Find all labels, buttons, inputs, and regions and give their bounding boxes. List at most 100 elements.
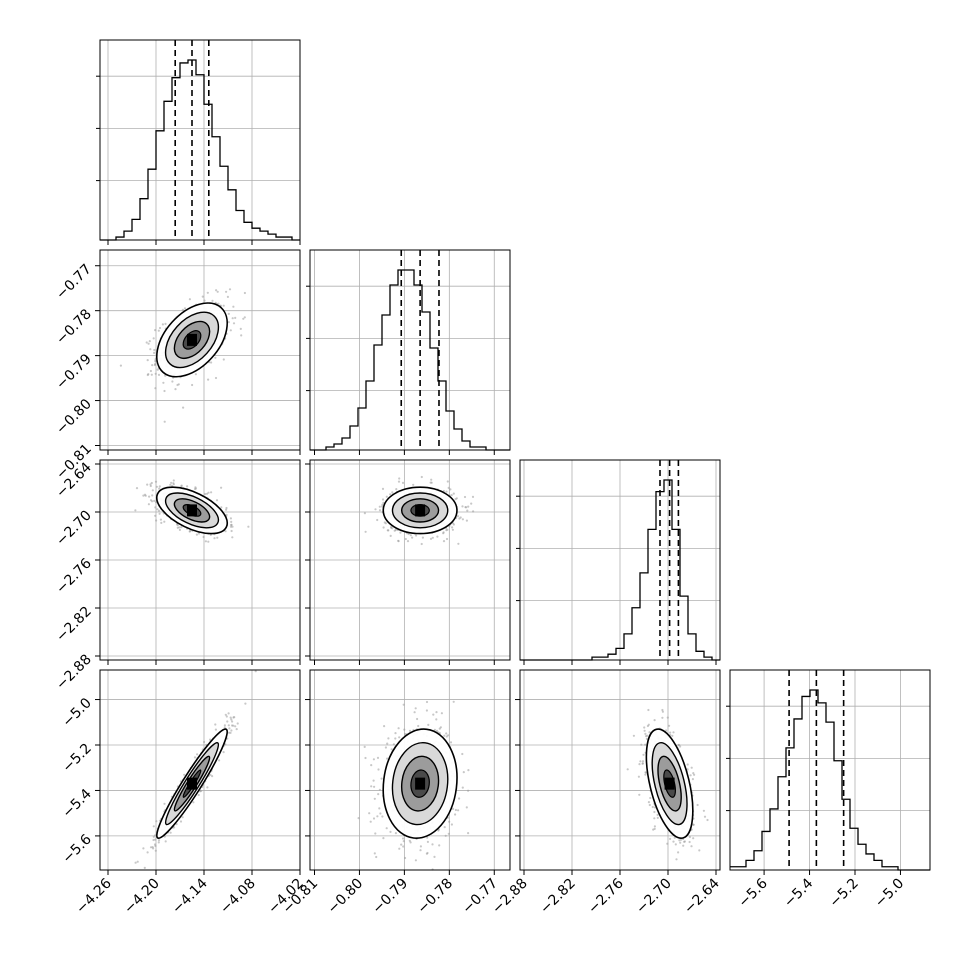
- scatter-point: [416, 717, 419, 721]
- scatter-point: [414, 859, 417, 862]
- scatter-point: [402, 845, 405, 848]
- scatter-point: [176, 383, 179, 387]
- scatter-point: [239, 327, 242, 330]
- scatter-point: [145, 341, 148, 344]
- scatter-point: [157, 373, 161, 376]
- scatter-point: [381, 505, 384, 508]
- scatter-point: [467, 832, 470, 835]
- scatter-point: [147, 342, 150, 345]
- scatter-point: [160, 521, 163, 525]
- scatter-point: [690, 766, 693, 769]
- scatter-point: [677, 744, 680, 747]
- scatter-point: [378, 788, 381, 791]
- panel-2-1: [305, 459, 511, 665]
- scatter-point: [153, 351, 156, 354]
- scatter-point: [638, 763, 641, 766]
- scatter-point: [225, 506, 228, 510]
- scatter-point: [461, 786, 464, 789]
- scatter-point: [451, 526, 454, 529]
- scatter-point: [397, 539, 400, 542]
- scatter-point: [213, 537, 216, 540]
- scatter-point: [230, 718, 233, 721]
- scatter-point: [206, 291, 209, 294]
- scatter-point: [398, 847, 401, 850]
- scatter-point: [387, 529, 390, 532]
- scatter-point: [152, 835, 155, 838]
- scatter-point: [430, 481, 433, 484]
- scatter-point: [373, 785, 376, 788]
- scatter-point: [254, 670, 257, 673]
- scatter-point: [232, 305, 235, 308]
- scatter-point: [653, 817, 656, 820]
- scatter-point: [443, 734, 446, 737]
- scatter-point: [222, 304, 225, 307]
- scatter-point: [163, 520, 166, 523]
- scatter-point: [202, 535, 205, 539]
- scatter-point: [240, 334, 243, 337]
- scatter-point: [235, 728, 238, 731]
- panel-1-1: [306, 249, 511, 455]
- scatter-point: [234, 725, 237, 728]
- scatter-point: [430, 478, 433, 481]
- scatter-point: [154, 849, 157, 852]
- scatter-point: [153, 348, 156, 352]
- scatter-point: [648, 731, 651, 734]
- scatter-point: [431, 843, 434, 846]
- scatter-point: [216, 290, 219, 293]
- scatter-point: [455, 497, 458, 500]
- x-tick-label-1-3: −0.78: [415, 876, 457, 918]
- scatter-point: [142, 494, 145, 497]
- scatter-point: [211, 299, 214, 302]
- scatter-point: [207, 491, 210, 494]
- scatter-point: [645, 737, 649, 741]
- scatter-point: [404, 856, 407, 860]
- scatter-point: [381, 503, 384, 506]
- scatter-point: [220, 486, 223, 489]
- scatter-point: [674, 843, 677, 846]
- scatter-point: [197, 532, 201, 535]
- scatter-point: [397, 480, 401, 483]
- scatter-point: [450, 823, 453, 826]
- histogram-step-3: [730, 689, 930, 871]
- scatter-point: [411, 536, 414, 539]
- scatter-point: [394, 832, 397, 835]
- y-tick-label-3-1: −5.4: [59, 786, 94, 821]
- scatter-point: [158, 485, 161, 488]
- scatter-point: [382, 526, 385, 529]
- scatter-point: [374, 832, 377, 835]
- scatter-point: [209, 738, 212, 741]
- scatter-point: [442, 540, 446, 543]
- density-peak-3-2: [664, 777, 675, 790]
- scatter-point: [234, 316, 237, 319]
- scatter-point: [389, 534, 392, 538]
- panel-frame: [309, 249, 511, 451]
- scatter-point: [389, 830, 392, 834]
- scatter-point: [220, 506, 223, 509]
- scatter-point: [431, 536, 434, 539]
- scatter-point: [155, 485, 158, 488]
- scatter-point: [209, 773, 212, 777]
- scatter-point: [385, 827, 388, 830]
- scatter-point: [231, 536, 234, 539]
- scatter-point: [181, 308, 184, 311]
- scatter-point: [146, 359, 149, 362]
- scatter-point: [454, 808, 457, 812]
- scatter-point: [402, 703, 405, 706]
- scatter-point: [222, 751, 225, 754]
- scatter-point: [186, 485, 189, 488]
- scatter-point: [153, 843, 157, 846]
- scatter-point: [425, 700, 429, 704]
- scatter-point: [679, 841, 682, 844]
- scatter-point: [363, 745, 366, 749]
- scatter-point: [201, 295, 204, 298]
- scatter-point: [149, 348, 152, 351]
- scatter-point: [135, 487, 139, 490]
- scatter-point: [402, 840, 405, 843]
- scatter-point: [174, 388, 177, 391]
- y-tick-label-1-4: −0.77: [53, 261, 95, 303]
- scatter-point: [688, 835, 692, 839]
- scatter-point: [653, 810, 656, 814]
- x-tick-label-1-1: −0.80: [325, 876, 367, 918]
- scatter-point: [703, 815, 707, 818]
